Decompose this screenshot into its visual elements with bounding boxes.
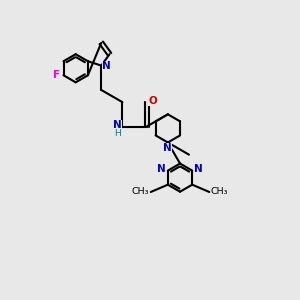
Text: N: N — [157, 164, 166, 174]
Text: CH₃: CH₃ — [132, 188, 149, 196]
Text: H: H — [114, 128, 121, 137]
Text: N: N — [194, 164, 203, 174]
Text: N: N — [113, 120, 122, 130]
Text: CH₃: CH₃ — [211, 188, 228, 196]
Text: N: N — [102, 61, 111, 70]
Text: O: O — [148, 96, 157, 106]
Text: N: N — [164, 143, 172, 153]
Text: F: F — [52, 70, 60, 80]
